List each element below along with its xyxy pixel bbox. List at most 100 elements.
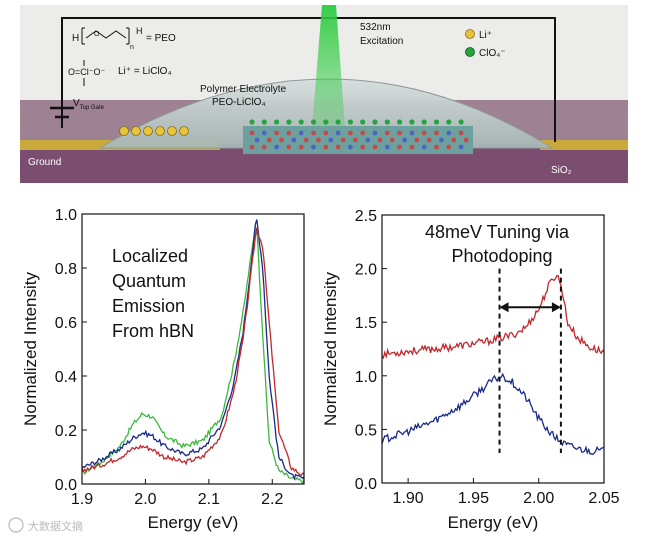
lattice-atom — [384, 130, 390, 136]
lattice-atom — [328, 137, 334, 143]
lattice-atom — [323, 144, 329, 150]
lattice-atom — [279, 137, 284, 143]
lattice-atom — [409, 144, 415, 150]
clo4-ion — [347, 119, 353, 125]
lattice-atom — [311, 130, 316, 136]
lattice-atom — [348, 144, 353, 150]
lattice-atom — [458, 130, 464, 136]
lattice-atom — [316, 137, 321, 143]
clo4-ion — [298, 119, 304, 125]
lithium-ion-row — [119, 126, 189, 136]
lattice-atom — [372, 130, 378, 136]
y-axis-label: Normalized Intensity — [21, 272, 40, 427]
y-tick-label: 0.8 — [55, 261, 77, 278]
x-tick-label: 2.0 — [134, 491, 156, 508]
lattice-atom — [353, 137, 358, 143]
lattice-atom — [439, 137, 444, 143]
y-tick-label: 0.6 — [55, 315, 77, 332]
clo4-ion — [421, 119, 427, 125]
lattice-atom — [298, 144, 304, 150]
series-navy — [381, 372, 605, 456]
y-tick-label: 0.0 — [355, 476, 377, 493]
shift-arrow-left-head — [499, 302, 509, 313]
y-axis-label: Normalized Intensity — [321, 272, 340, 427]
y-tick-label: 2.0 — [355, 262, 377, 279]
li-ion — [167, 126, 177, 136]
lattice-atom — [446, 130, 452, 136]
lattice-atom — [434, 130, 439, 136]
watermark-icon — [8, 517, 24, 533]
lattice-atom — [360, 144, 366, 150]
lattice-atom — [335, 144, 341, 150]
series-navy — [81, 219, 305, 481]
clo4-ion — [384, 119, 390, 125]
annotation-line-3: Emission — [112, 296, 185, 316]
lattice-atom — [261, 130, 267, 136]
legend-clo4-swatch — [465, 47, 475, 57]
watermark: 大数据文摘 — [8, 517, 83, 533]
lattice-atom — [402, 137, 407, 143]
clo4-ion — [323, 119, 329, 125]
lattice-atom — [434, 144, 439, 150]
clo4-ion — [433, 119, 440, 125]
peo-bracket-right — [126, 27, 130, 45]
legend-li: Li⁺ — [479, 30, 492, 41]
lattice-atom — [451, 137, 457, 143]
clo4-ion — [409, 119, 415, 125]
ground-label: Ground — [28, 157, 61, 168]
x-tick-label: 1.9 — [71, 491, 93, 508]
lattice-atom — [463, 137, 469, 143]
li-ion — [155, 126, 165, 136]
li-ion — [119, 126, 129, 136]
clo4-ion — [249, 119, 255, 125]
title-line-1: 48meV Tuning via — [425, 222, 570, 242]
lattice-atom — [249, 144, 255, 150]
legend-clo4: ClO₄⁻ — [479, 48, 506, 59]
peo-label: = PEO — [146, 33, 176, 44]
lattice-atom — [421, 130, 427, 136]
li-ion — [179, 126, 189, 136]
vtg-label: VTop Gate — [73, 98, 105, 111]
clo4-ion — [274, 119, 280, 125]
x-axis-label: Energy (eV) — [148, 513, 239, 532]
series-red — [381, 275, 605, 360]
lattice-atom — [340, 137, 346, 143]
legend-li-swatch — [465, 29, 475, 39]
y-tick-label: 1.5 — [355, 315, 377, 332]
y-tick-label: 1.0 — [55, 207, 77, 224]
lattice-atom — [286, 144, 292, 150]
clo4-ion — [446, 119, 452, 125]
x-tick-label: 1.90 — [393, 490, 424, 507]
shift-arrow-right-head — [551, 302, 561, 313]
clo4-ion — [335, 119, 341, 125]
lattice-atom — [409, 130, 415, 136]
device-schematic: H O n H = PEO O=Cl⁻O⁻ Li⁺ = LiClO₄ VTop … — [20, 5, 628, 183]
annotation-line-1: Localized — [112, 246, 188, 266]
peo-oxygen: O — [94, 31, 100, 38]
x-axis-label: Energy (eV) — [448, 513, 539, 532]
lattice-atom — [389, 137, 395, 143]
lattice-atom — [414, 137, 420, 143]
lattice-atom — [274, 144, 279, 150]
lattice-atom — [274, 130, 279, 136]
peo-chain — [85, 30, 127, 39]
peo-structure: H O n H = PEO — [72, 26, 176, 51]
laser-beam — [312, 5, 345, 128]
x-tick-label: 2.00 — [523, 490, 554, 507]
lattice-atom — [397, 130, 402, 136]
clo4-ion — [286, 119, 292, 125]
lattice-atom — [377, 137, 383, 143]
y-tick-label: 0.2 — [55, 423, 77, 440]
lattice-atom — [458, 144, 464, 150]
y-tick-label: 1.0 — [355, 369, 377, 386]
annotation-line-4: From hBN — [112, 321, 194, 341]
substrate-label: SiO₂ — [551, 165, 572, 176]
lattice-atom — [421, 144, 427, 150]
x-tick-label: 2.2 — [261, 491, 283, 508]
lattice-atom — [426, 137, 432, 143]
laser-label: Excitation — [360, 36, 403, 47]
chart-hbn-emission: 1.9 2.0 2.1 2.2 0.0 0.2 0.4 0.6 0.8 1.0 Localized… — [21, 207, 305, 532]
plot-frame — [381, 214, 605, 484]
lattice-atom — [303, 137, 309, 143]
